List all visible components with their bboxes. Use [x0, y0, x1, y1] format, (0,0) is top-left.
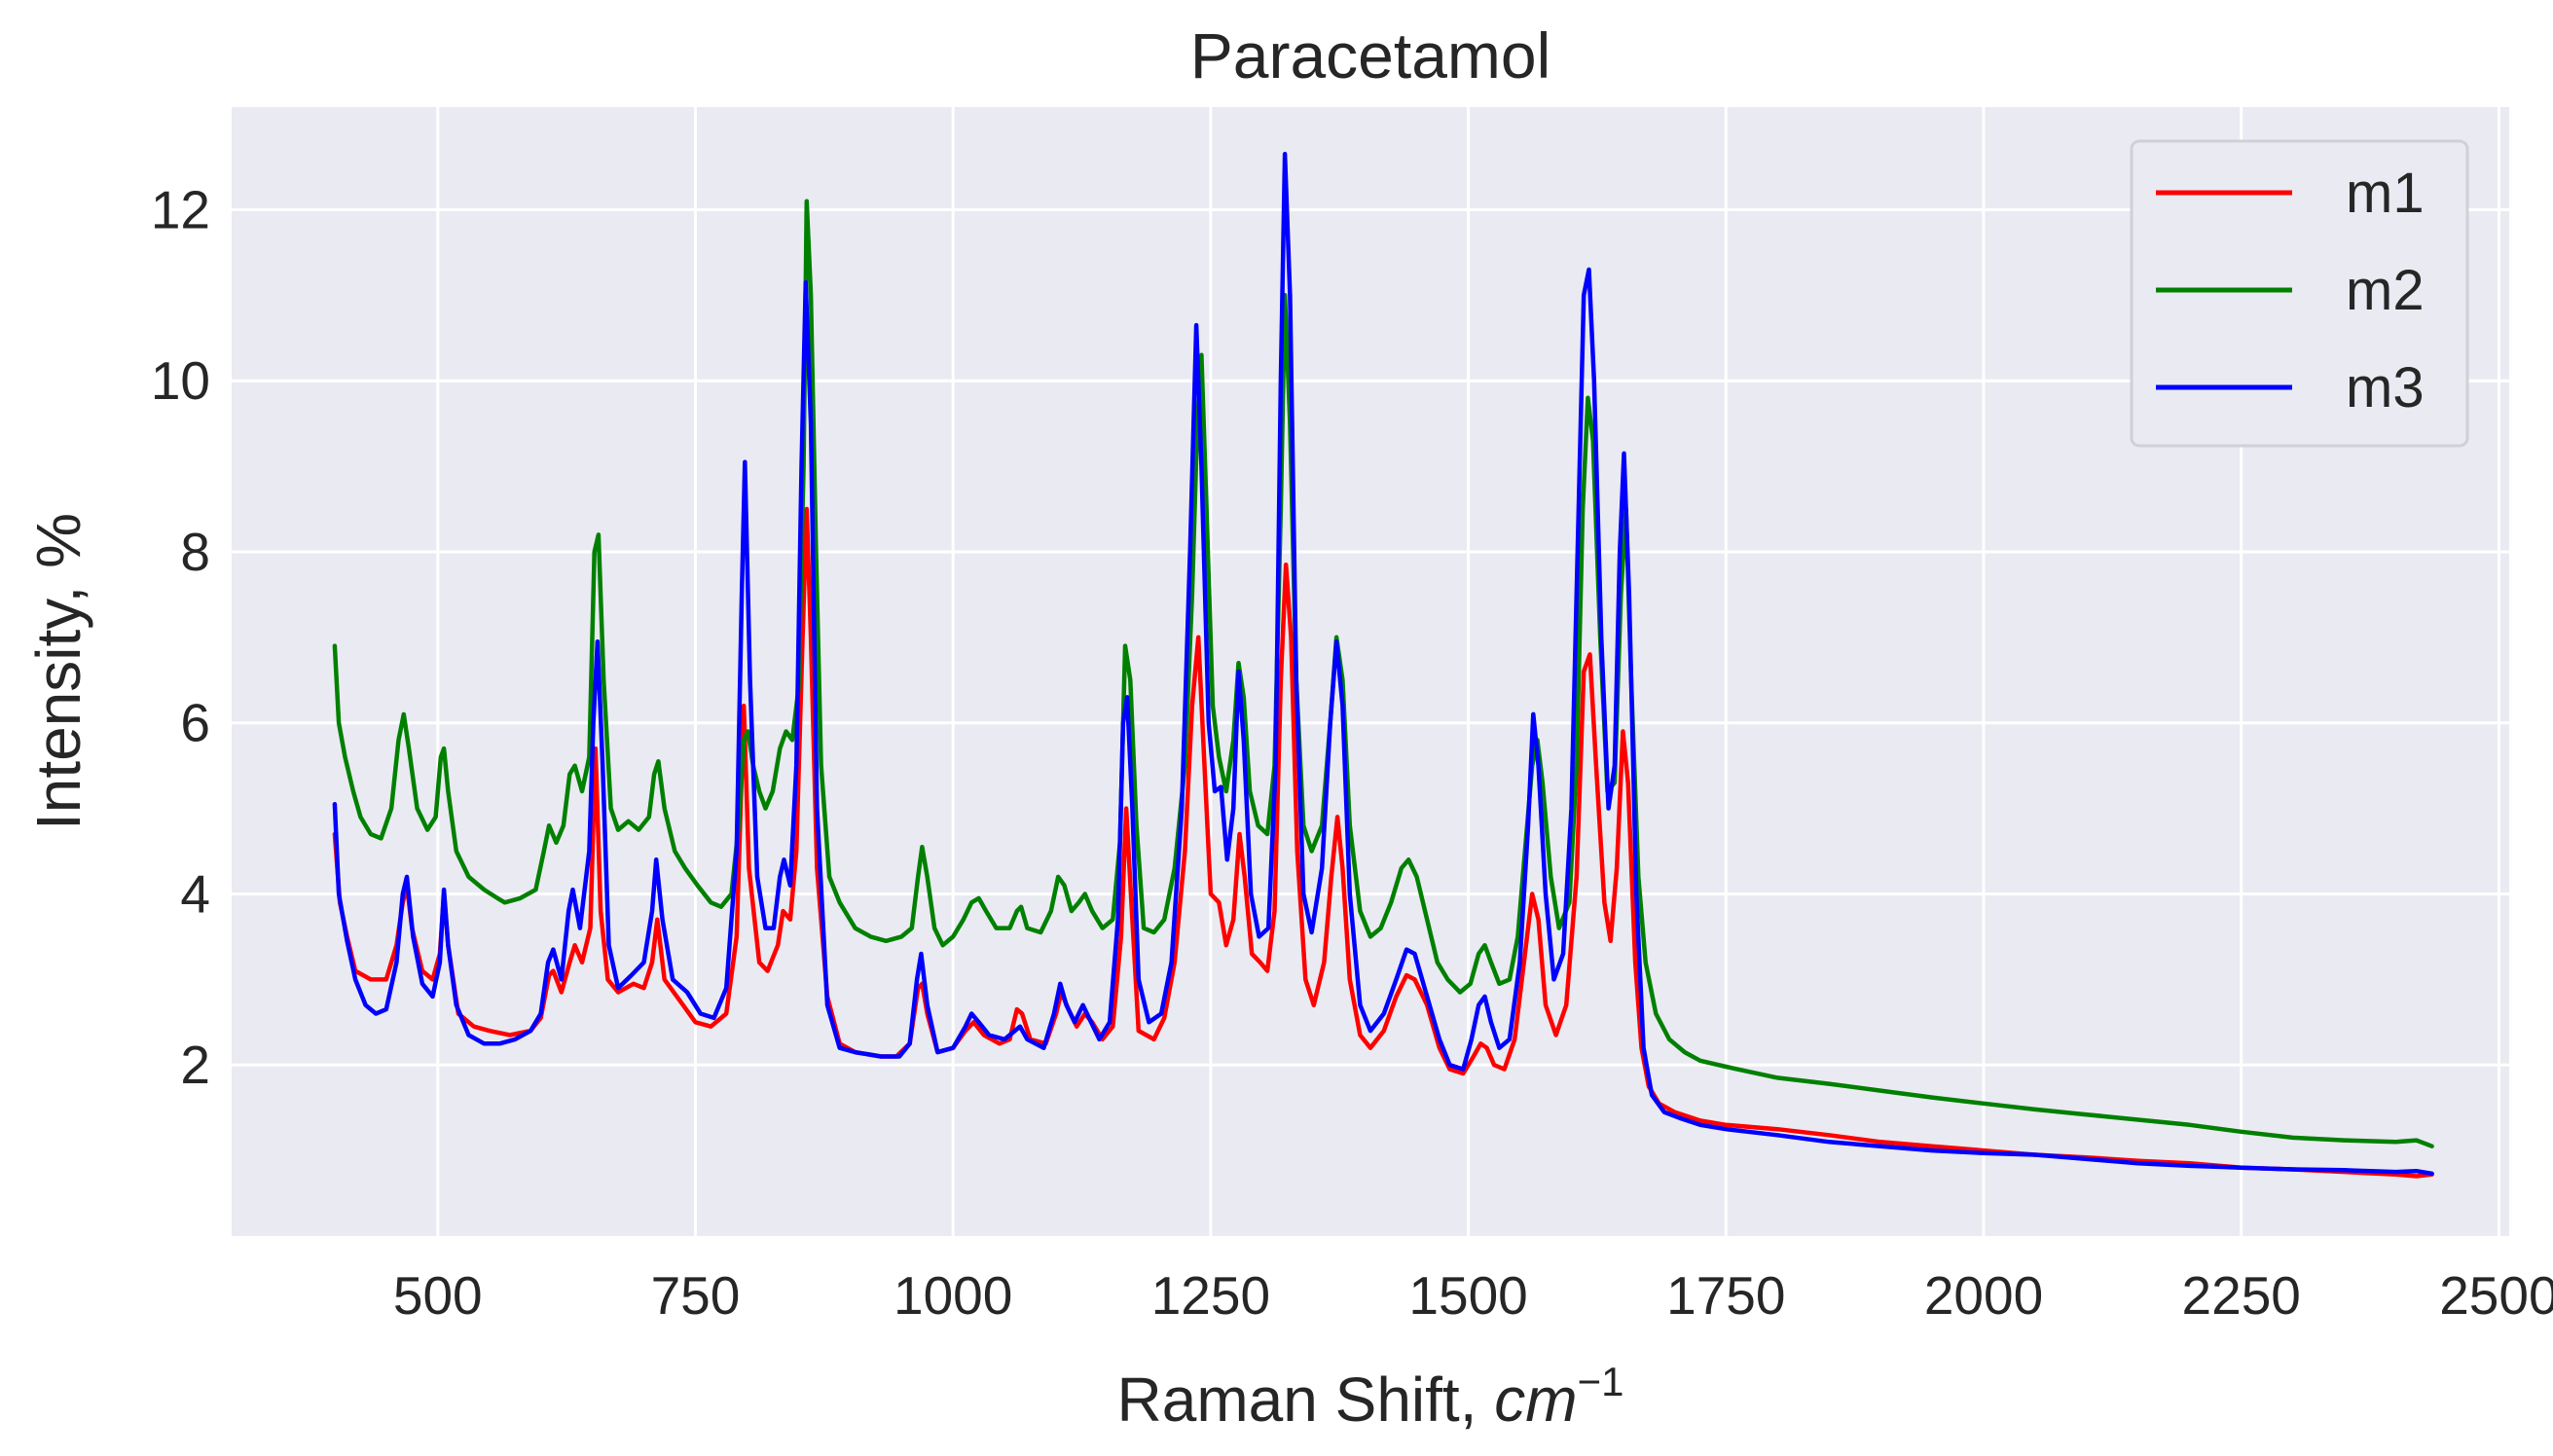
- series-line-m1: [332, 506, 2434, 1179]
- y-tick-label: 2: [180, 1035, 210, 1095]
- y-tick-label: 12: [151, 179, 210, 239]
- y-axis-title: Intensity, %: [23, 513, 93, 830]
- x-tick-label: 1000: [894, 1265, 1012, 1326]
- x-tick-label: 2000: [1924, 1265, 2043, 1326]
- x-tick-label: 750: [651, 1265, 741, 1326]
- legend-box: [2130, 139, 2469, 448]
- x-tick-label: 1500: [1408, 1265, 1527, 1326]
- series-line-m2: [332, 199, 2434, 1148]
- y-tick-label: 6: [180, 693, 210, 753]
- y-tick-label: 4: [180, 863, 210, 924]
- x-tick-label: 1250: [1151, 1265, 1270, 1326]
- legend: m1 m2 m3: [2130, 139, 2469, 448]
- x-tick-label: 500: [393, 1265, 483, 1326]
- x-axis-title-exponent: −1: [1578, 1359, 1624, 1404]
- x-axis-title-text: Raman Shift,: [1117, 1365, 1495, 1435]
- y-tick-label: 10: [151, 350, 210, 411]
- series-line-m3: [332, 152, 2434, 1177]
- x-tick-label: 2500: [2439, 1265, 2553, 1326]
- series-lines: [332, 152, 2434, 1179]
- y-tick-label: 8: [180, 522, 210, 582]
- x-axis-title-unit: cm: [1494, 1365, 1577, 1435]
- legend-label-m3: m3: [2346, 356, 2425, 419]
- chart-title: Paracetamol: [1190, 19, 1551, 91]
- x-tick-label: 1750: [1666, 1265, 1785, 1326]
- tick-labels: 500 750 1000 1250 1500 1750 2000 2250 2500 2 4 6 8 10…: [151, 179, 2553, 1326]
- x-axis-title: Raman Shift, cm−1: [1117, 1359, 1624, 1435]
- x-tick-label: 2250: [2182, 1265, 2301, 1326]
- legend-label-m1: m1: [2346, 162, 2425, 225]
- legend-label-m2: m2: [2346, 259, 2425, 322]
